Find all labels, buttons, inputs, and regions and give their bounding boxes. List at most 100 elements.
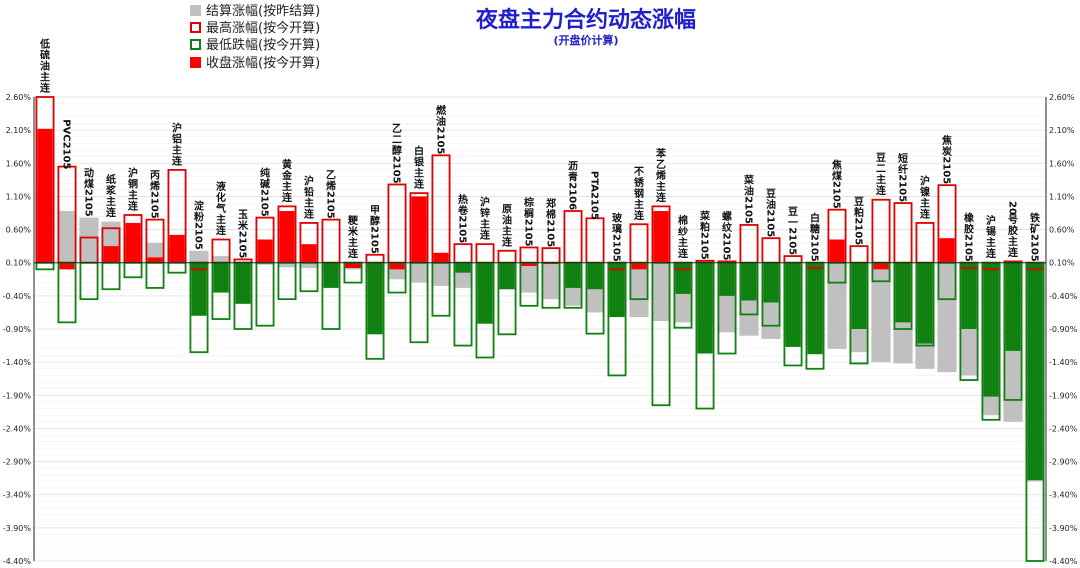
category-label-part: 20 bbox=[1007, 201, 1018, 215]
category-label-part: 矿 bbox=[1030, 222, 1040, 235]
bar-close bbox=[389, 262, 405, 270]
y-tick-label-right: 1.10% bbox=[1049, 192, 1075, 201]
category-label-part: 米 bbox=[238, 219, 249, 232]
bar-close bbox=[477, 262, 493, 324]
category-label-part: 主 bbox=[634, 198, 644, 211]
bar-close bbox=[719, 262, 735, 296]
category-label-part: 纤 bbox=[898, 163, 908, 176]
category-label-part: 2105 bbox=[963, 234, 974, 262]
category-label-part: 炭 bbox=[942, 145, 952, 158]
bar-close bbox=[455, 262, 471, 273]
category-label-part: 连 bbox=[656, 191, 667, 204]
bar-high bbox=[893, 202, 913, 264]
category-label-part: 糖 bbox=[810, 222, 820, 235]
bar-settle bbox=[651, 262, 671, 322]
bar-close bbox=[279, 211, 295, 263]
category-label-part: 二 bbox=[392, 134, 402, 146]
category-label-part: 主 bbox=[106, 195, 116, 208]
category-label-part: 连 bbox=[282, 191, 293, 204]
category-label-part: 豆 bbox=[788, 206, 798, 218]
bar-low bbox=[277, 261, 297, 301]
bar-settle bbox=[409, 262, 429, 283]
category-label-part: 2105 bbox=[699, 232, 710, 260]
category-label-part: 主 bbox=[920, 196, 930, 209]
category-label-part: 2105 bbox=[721, 233, 732, 261]
bar-close bbox=[697, 262, 713, 354]
category-label-part: 连 bbox=[502, 235, 513, 248]
y-tick-label-left: 0.60% bbox=[6, 226, 32, 235]
category-label-part: 化 bbox=[216, 191, 226, 204]
category-label-part: 璃 bbox=[612, 222, 622, 235]
y-tick-label-left: -3.90% bbox=[3, 524, 32, 533]
bar-low bbox=[79, 261, 99, 301]
y-tick-label-left: -3.40% bbox=[3, 491, 32, 500]
y-tick-label-left: 2.60% bbox=[6, 93, 32, 102]
category-label-part: 沪 bbox=[172, 121, 182, 134]
category-label-part: 白 bbox=[414, 145, 424, 158]
bar-settle bbox=[871, 262, 891, 363]
bar-close bbox=[631, 262, 647, 270]
category-label-part: 煤 bbox=[832, 169, 842, 182]
y-axis-left-ticks: 2.60% 2.10% 1.60% 1.10% 0.60% 0.10% -0.40% -0.9… bbox=[3, 93, 32, 566]
category-label-part: 纱 bbox=[677, 226, 688, 238]
category-label-part: 号 bbox=[1008, 214, 1018, 226]
bar-close bbox=[433, 252, 449, 263]
category-label-part: 连 bbox=[172, 154, 183, 167]
y-tick-label-right: 2.60% bbox=[1049, 93, 1075, 102]
category-label-part: 烯 bbox=[150, 179, 160, 192]
category-label-part: 2105 bbox=[853, 217, 864, 245]
bar-high bbox=[783, 255, 803, 264]
y-tick-label-right: -1.90% bbox=[1049, 391, 1078, 400]
bar-high bbox=[431, 154, 451, 264]
category-label-part: 银 bbox=[414, 156, 425, 169]
bar-settle bbox=[937, 262, 957, 373]
category-label-part: 2105 bbox=[941, 156, 952, 184]
category-label-part: 沪 bbox=[304, 174, 314, 187]
category-label-part: 2105 bbox=[237, 231, 248, 259]
bar-high bbox=[497, 249, 517, 264]
category-label-part: 2105 bbox=[435, 127, 446, 155]
bar-high bbox=[871, 198, 891, 264]
category-label-part: 钢 bbox=[634, 187, 644, 200]
category-label-part: 卷 bbox=[457, 204, 469, 217]
category-label-part: 黄 bbox=[282, 158, 292, 171]
bar-low bbox=[167, 261, 187, 274]
bar-close bbox=[301, 244, 317, 263]
category-label-part: 铅 bbox=[304, 185, 314, 198]
bar-close bbox=[785, 262, 801, 347]
y-tick-label-left: 1.10% bbox=[6, 192, 32, 201]
bar-high bbox=[541, 247, 561, 264]
category-label-part: 胶 bbox=[1008, 224, 1018, 237]
bar-low bbox=[57, 261, 77, 324]
category-label-part: 淀 bbox=[194, 199, 205, 212]
bar-high bbox=[629, 223, 649, 264]
bar-high bbox=[739, 224, 759, 264]
category-label-part: 连 bbox=[1008, 246, 1019, 259]
y-tick-label-left: -4.40% bbox=[3, 557, 32, 566]
category-label-part: 连 bbox=[348, 247, 359, 260]
bar-close bbox=[257, 239, 273, 263]
category-label-part: 二 bbox=[876, 163, 886, 175]
category-label-part: 醇 bbox=[392, 144, 402, 157]
category-label-part: 苯 bbox=[655, 147, 667, 160]
bar-close bbox=[147, 257, 163, 263]
bar-close bbox=[103, 246, 119, 263]
y-tick-label-left: -1.40% bbox=[3, 358, 32, 367]
category-label-part: 2105 bbox=[369, 226, 380, 254]
category-label-part: 油 bbox=[40, 60, 50, 73]
y-tick-label-right: -2.40% bbox=[1049, 424, 1078, 433]
legend-swatch-close bbox=[190, 57, 201, 68]
bar-low bbox=[123, 261, 143, 279]
y-tick-label-left: -0.40% bbox=[3, 292, 32, 301]
